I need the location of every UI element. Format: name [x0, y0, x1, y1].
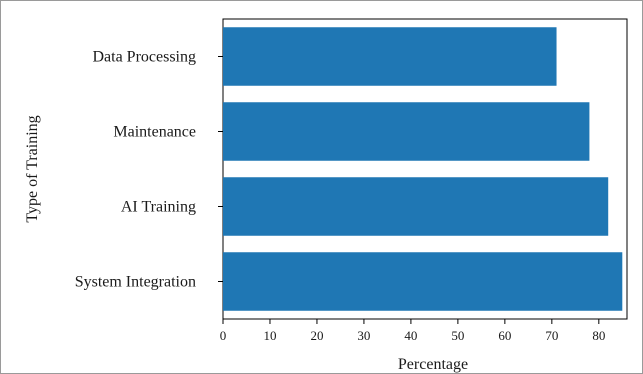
y-tick-label: AI Training: [121, 199, 196, 216]
plot-area-frame: [222, 18, 628, 320]
x-tick-label: 20: [310, 328, 323, 343]
bars-layer: [223, 27, 623, 311]
bar-ai-training: [223, 177, 609, 236]
x-tick-label: 0: [220, 328, 227, 343]
x-tick-label: 30: [357, 328, 370, 343]
y-tick-label: System Integration: [75, 274, 196, 291]
y-tick-label: Data Processing: [92, 49, 196, 66]
x-tick-label: 40: [404, 328, 417, 343]
x-axis-title: Percentage: [398, 356, 468, 373]
bar-system-integration: [223, 252, 623, 311]
y-axis-title: Type of Training: [24, 115, 41, 222]
x-tick-label: 10: [263, 328, 276, 343]
bar-data-processing: [223, 27, 557, 86]
y-tick-label: Maintenance: [113, 124, 196, 141]
x-tick-label: 50: [451, 328, 464, 343]
y-axis-categories: Data Processing Maintenance AI Training Sys…: [75, 49, 223, 291]
x-tick-label: 80: [592, 328, 605, 343]
x-tick-label: 70: [545, 328, 558, 343]
bar-maintenance: [223, 102, 590, 161]
x-axis-ticks: 0 10 20 30 40 50 60 70 80: [220, 319, 605, 343]
x-tick-label: 60: [498, 328, 511, 343]
